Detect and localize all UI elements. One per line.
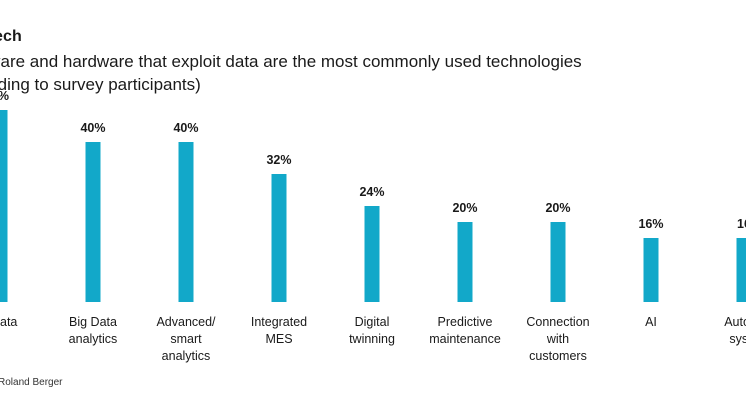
value-label-0: 4% [0, 89, 9, 103]
subtitle-line-2: rding to survey participants) [0, 75, 201, 94]
value-label-8: 16 [737, 217, 746, 231]
value-label-5: 20% [452, 201, 477, 215]
category-label-5-1: maintenance [429, 332, 501, 346]
chart-subtitle: vare and hardware that exploit data are … [0, 50, 746, 96]
bar-5 [457, 222, 473, 302]
category-label-1-1: analytics [69, 332, 118, 346]
category-label-4-0: Digital [355, 315, 390, 329]
category-label-3-1: MES [265, 332, 292, 346]
source-note: Roland Berger [0, 377, 63, 388]
value-label-2: 40% [173, 121, 198, 135]
category-label-7-0: AI [645, 315, 657, 329]
value-label-7: 16% [638, 217, 663, 231]
bar-4 [364, 206, 380, 302]
value-label-1: 40% [80, 121, 105, 135]
category-label-3-0: Integrated [251, 315, 307, 329]
category-label-8-0: Autono [724, 315, 746, 329]
bar-6 [550, 222, 566, 302]
category-label-0-0: d data [0, 315, 17, 329]
subtitle-line-1: vare and hardware that exploit data are … [0, 52, 582, 71]
bar-0 [0, 110, 8, 302]
category-label-6-0: Connection [526, 315, 589, 329]
bar-2 [178, 142, 194, 302]
bar-7 [643, 238, 659, 302]
category-label-8-1: syste [729, 332, 746, 346]
chart-title: ech [0, 28, 22, 45]
category-label-2-2: analytics [162, 349, 211, 363]
category-label-6-2: customers [529, 349, 587, 363]
value-label-3: 32% [266, 153, 291, 167]
category-label-4-1: twinning [349, 332, 395, 346]
category-label-2-1: smart [170, 332, 202, 346]
bar-1 [85, 142, 101, 302]
category-label-5-0: Predictive [438, 315, 493, 329]
value-label-4: 24% [359, 185, 384, 199]
category-label-2-0: Advanced/ [156, 315, 216, 329]
value-label-6: 20% [545, 201, 570, 215]
bar-8 [736, 238, 746, 302]
category-label-6-1: with [546, 332, 569, 346]
bar-3 [271, 174, 287, 302]
category-label-1-0: Big Data [69, 315, 117, 329]
